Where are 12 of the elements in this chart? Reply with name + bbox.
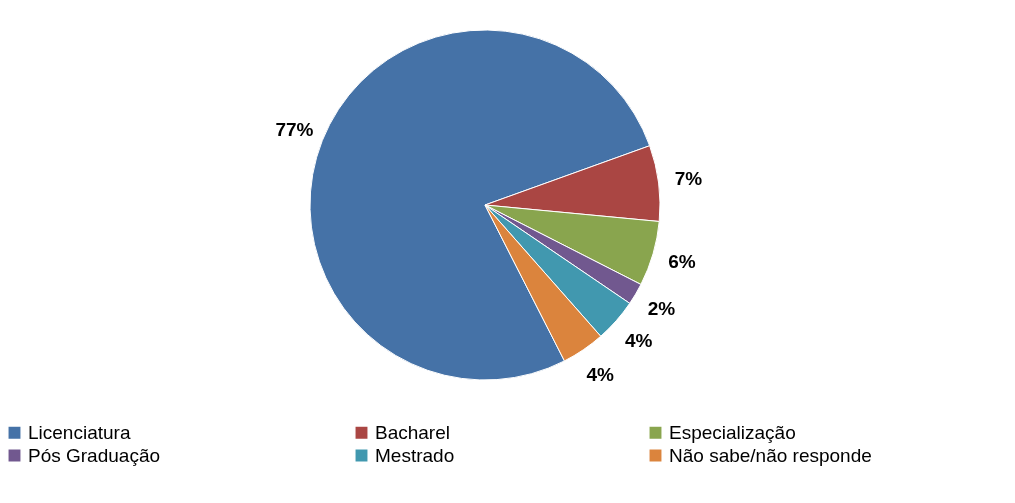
data-label: 4% [586, 363, 615, 385]
legend-label: Pós Graduação [28, 444, 161, 466]
data-label: 77% [275, 118, 314, 140]
legend-label: Mestrado [375, 444, 455, 466]
legend-label: Especialização [669, 421, 796, 443]
data-label: 4% [625, 329, 653, 351]
data-label: 6% [668, 251, 696, 273]
legend-label: Bacharel [375, 421, 450, 443]
legend-label: Licenciatura [28, 421, 131, 443]
data-label: 2% [647, 298, 676, 320]
data-label: 7% [674, 168, 703, 190]
legend-label: Não sabe/não responde [669, 444, 872, 466]
